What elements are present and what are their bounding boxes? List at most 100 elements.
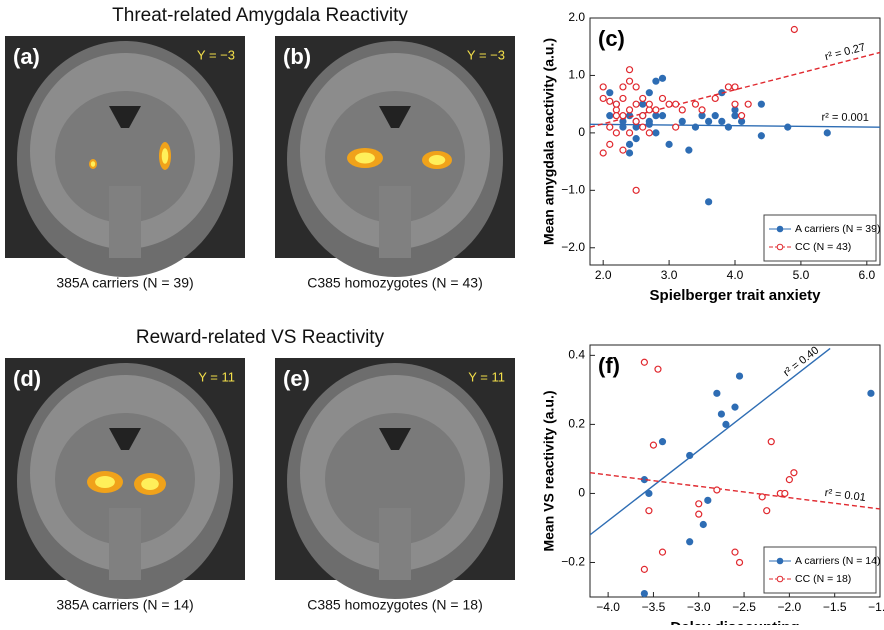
data-point <box>718 117 726 125</box>
brain-panel: (a) Y = −3 <box>5 36 245 277</box>
y-axis-label: Mean VS reactivity (a.u.) <box>541 390 557 551</box>
data-point <box>625 66 634 74</box>
data-point <box>619 94 627 103</box>
x-tick-label: −3.5 <box>642 600 666 614</box>
legend-box <box>763 546 877 594</box>
data-point <box>790 469 798 477</box>
data-point <box>599 149 607 157</box>
data-point <box>691 100 700 108</box>
data-point <box>645 117 653 125</box>
data-point <box>625 112 634 120</box>
data-point <box>672 123 680 131</box>
legend-marker <box>776 557 784 565</box>
data-point <box>606 140 614 148</box>
y-tick-label: 0 <box>578 486 585 500</box>
y-axis-label: Mean amygdala reactivity (a.u.) <box>541 38 557 245</box>
y-tick-label: 0 <box>578 125 585 139</box>
data-point <box>639 123 647 131</box>
x-tick-label: 3.0 <box>661 268 678 282</box>
data-point <box>612 112 620 120</box>
x-tick-label: 2.0 <box>595 268 612 282</box>
data-point <box>722 420 730 428</box>
data-point <box>625 149 634 157</box>
panel-label: (c) <box>598 26 625 51</box>
brain-core <box>55 413 195 545</box>
legend-label: CC (N = 18) <box>795 573 851 585</box>
data-point <box>612 100 620 108</box>
data-point <box>867 389 875 397</box>
data-point <box>711 112 719 120</box>
data-point <box>717 410 726 418</box>
y-tick-label: −1.0 <box>561 182 585 196</box>
fit-label: r² = 0.27 <box>824 41 867 63</box>
legend-marker <box>776 243 784 251</box>
x-tick-label: −4.0 <box>596 600 620 614</box>
data-point <box>639 112 647 120</box>
data-point <box>599 83 607 91</box>
data-point <box>705 117 713 125</box>
data-point <box>658 548 667 556</box>
x-tick-label: 4.0 <box>727 268 744 282</box>
data-point <box>713 389 721 397</box>
activation-core <box>355 152 375 164</box>
data-point <box>619 123 627 131</box>
brain-panel: (b) Y = −3 <box>275 36 515 277</box>
y-tick-label: 2.0 <box>568 10 585 24</box>
data-point <box>763 507 771 515</box>
data-point <box>639 94 647 103</box>
data-point <box>724 123 733 131</box>
brainstem <box>109 186 141 258</box>
data-point <box>731 106 739 114</box>
fit-label: r² = 0.40 <box>781 344 821 379</box>
brainstem <box>109 508 141 580</box>
data-point <box>612 106 620 114</box>
data-point <box>640 565 648 573</box>
data-point <box>632 135 640 143</box>
fit-label: r² = 0.01 <box>824 487 866 504</box>
data-point <box>672 100 680 108</box>
y-tick-label: 0.4 <box>568 348 585 362</box>
data-point <box>790 25 798 34</box>
data-point <box>705 198 713 206</box>
data-point <box>649 441 658 449</box>
data-point <box>658 438 667 446</box>
brain-panel: (d) Y = 11 <box>5 358 245 599</box>
data-point <box>704 496 712 504</box>
data-point <box>599 94 607 103</box>
data-point <box>645 129 653 137</box>
data-point <box>735 372 744 380</box>
data-point <box>632 123 640 131</box>
brain-core <box>325 413 465 545</box>
x-axis-label: Delay discounting <box>670 619 799 625</box>
data-point <box>619 146 627 154</box>
data-point <box>699 520 707 529</box>
y-tick-label: −0.2 <box>561 555 585 569</box>
legend-label: A carriers (N = 14) <box>795 555 880 567</box>
data-point <box>619 83 627 91</box>
data-point <box>645 89 653 97</box>
legend-marker <box>776 225 784 233</box>
data-point <box>731 548 739 556</box>
data-point <box>639 100 647 108</box>
data-point <box>737 112 746 120</box>
data-point <box>632 186 640 194</box>
fit-line <box>590 472 880 510</box>
data-point <box>652 77 660 85</box>
data-point <box>645 100 653 108</box>
fit-line <box>590 51 880 128</box>
legend-label: A carriers (N = 39) <box>795 223 880 235</box>
data-point <box>665 140 673 148</box>
data-point <box>695 500 703 508</box>
x-tick-label: −1.5 <box>823 600 847 614</box>
data-point <box>678 106 686 114</box>
ventricle <box>379 428 411 450</box>
data-point <box>606 112 614 120</box>
x-tick-label: −1.0 <box>868 600 884 614</box>
data-point <box>757 100 765 108</box>
image-caption: C385 homozygotes (N = 43) <box>307 275 482 291</box>
panel-title: Threat-related Amygdala Reactivity <box>112 5 408 26</box>
legend-label: CC (N = 43) <box>795 241 851 253</box>
panel-label: (f) <box>598 353 620 378</box>
data-point <box>632 83 640 91</box>
activation-core <box>428 155 446 165</box>
